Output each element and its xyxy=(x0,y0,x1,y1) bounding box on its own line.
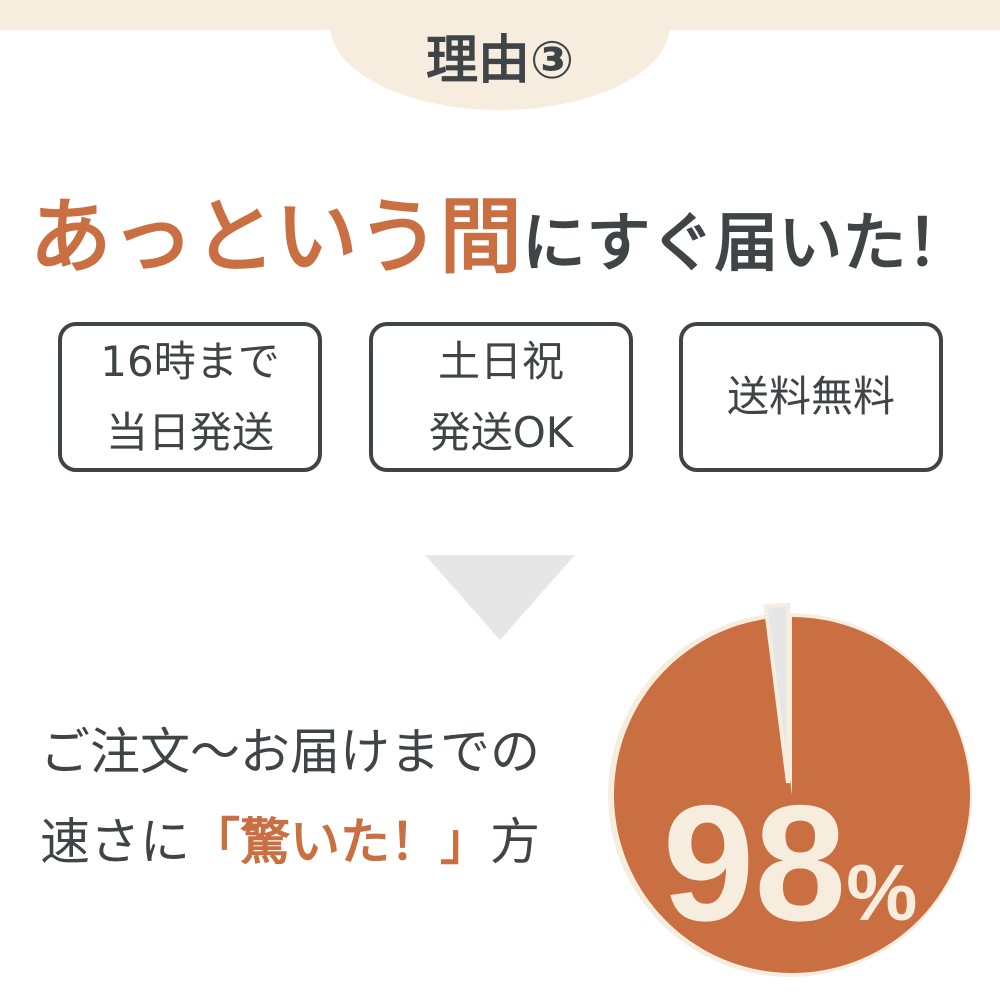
headline-rest: にすぐ届いた！ xyxy=(521,207,971,281)
headline-accent: あっという間 xyxy=(29,190,522,285)
pie-unit: % xyxy=(846,848,917,937)
header-tab-label: 理由③ xyxy=(425,31,575,91)
feature-line: 16時まで xyxy=(100,336,280,386)
feature-box-free-shipping: 送料無料 xyxy=(679,322,943,472)
headline: あっという間にすぐ届いた！ xyxy=(0,170,1000,289)
feature-box-same-day: 16時まで当日発送 xyxy=(58,322,322,472)
pie-label: 98% xyxy=(663,771,918,955)
pie-value: 98 xyxy=(663,771,847,955)
statement-line-2: 速さに「驚いた！」方 xyxy=(40,802,540,874)
feature-line: 送料無料 xyxy=(726,372,895,422)
statement-text: 方 xyxy=(490,813,540,871)
statement-accent: 「驚いた！」 xyxy=(190,813,490,871)
feature-line: 発送OK xyxy=(428,408,574,457)
statement-line-1: ご注文〜お届けまでの xyxy=(40,723,540,781)
feature-box-weekend: 土日祝発送OK xyxy=(369,322,633,472)
feature-line: 土日祝 xyxy=(437,336,564,386)
down-arrow-icon xyxy=(425,555,575,640)
statement-text: 速さに xyxy=(40,813,190,871)
pie-slice-main xyxy=(613,617,970,974)
feature-line: 当日発送 xyxy=(105,408,274,457)
pie-slice-rest xyxy=(763,602,790,784)
